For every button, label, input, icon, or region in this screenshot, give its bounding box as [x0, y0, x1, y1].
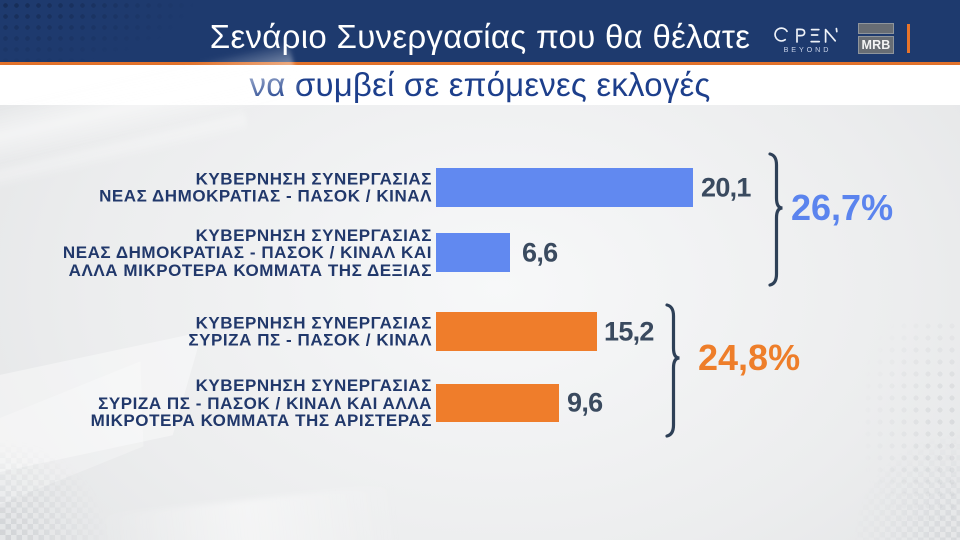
header-band: Σενάριο Συνεργασίας που θα θέλατε	[0, 0, 960, 62]
bar-label-line: ΜΙΚΡΟΤΕΡΑ ΚΟΜΜΑΤΑ ΤΗΣ ΑΡΙΣΤΕΡΑΣ	[90, 410, 432, 430]
group-percent-label: 24,8%	[698, 337, 801, 378]
bar-value-label: 6,6	[522, 237, 558, 267]
bar-label-line: ΣΥΡΙΖΑ ΠΣ - ΠΑΣΟΚ / ΚΙΝΑΛ ΚΑΙ ΑΛΛΑ	[98, 393, 432, 413]
open-tv-logo: BEYOND	[774, 27, 838, 55]
group-percent-label: 26,7%	[791, 186, 894, 228]
orange-tick-mark	[907, 24, 910, 53]
page-title: Σενάριο Συνεργασίας που θα θέλατε	[209, 17, 751, 55]
page-subtitle: να συμβεί σε επόμενες εκλογές	[249, 66, 711, 103]
background-dotgrid	[850, 320, 960, 520]
bar-label: ΚΥΒΕΡΝΗΣΗ ΣΥΝΕΡΓΑΣΙΑΣ ΣΥΡΙΖΑ ΠΣ - ΠΑΣΟΚ /…	[0, 314, 432, 349]
bar	[436, 312, 597, 351]
bar-label-line: ΝΕΑΣ ΔΗΜΟΚΡΑΤΙΑΣ - ΠΑΣΟΚ / ΚΙΝΑΛ	[99, 186, 432, 206]
open-logo-tagline: BEYOND	[783, 45, 832, 54]
bar-label-line: ΣΥΡΙΖΑ ΠΣ - ΠΑΣΟΚ / ΚΙΝΑΛ	[188, 330, 432, 350]
chart-area: ΚΥΒΕΡΝΗΣΗ ΣΥΝΕΡΓΑΣΙΑΣ ΝΕΑΣ ΔΗΜΟΚΡΑΤΙΑΣ - …	[0, 40, 960, 540]
bar-value-label: 20,1	[701, 172, 751, 202]
orange-divider	[0, 62, 960, 65]
bar	[436, 384, 559, 422]
header-dots-pattern	[0, 0, 260, 62]
bar-label-line: ΚΥΒΕΡΝΗΣΗ ΣΥΝΕΡΓΑΣΙΑΣ	[195, 225, 432, 245]
mrb-logo: MRB	[858, 23, 894, 54]
bar-label-line: ΚΥΒΕΡΝΗΣΗ ΣΥΝΕΡΓΑΣΙΑΣ	[195, 169, 432, 188]
background-mosaic	[830, 400, 960, 540]
bar-label-line: ΝΕΑΣ ΔΗΜΟΚΡΑΤΙΑΣ - ΠΑΣΟΚ / ΚΙΝΑΛ ΚΑΙ	[62, 242, 432, 262]
background-mosaic	[0, 425, 150, 540]
bar-label: ΚΥΒΕΡΝΗΣΗ ΣΥΝΕΡΓΑΣΙΑΣ ΣΥΡΙΖΑ ΠΣ - ΠΑΣΟΚ /…	[0, 377, 432, 430]
bar	[436, 233, 510, 272]
bar-label: ΚΥΒΕΡΝΗΣΗ ΣΥΝΕΡΓΑΣΙΑΣ ΝΕΑΣ ΔΗΜΟΚΡΑΤΙΑΣ - …	[0, 170, 432, 205]
bar-label-line: ΚΥΒΕΡΝΗΣΗ ΣΥΝΕΡΓΑΣΙΑΣ	[195, 313, 432, 332]
open-logo-icon	[774, 27, 838, 43]
group-brace	[665, 303, 680, 438]
mrb-logo-top-box	[858, 23, 894, 34]
bar	[436, 168, 693, 207]
bar-label-line: ΑΛΛΑ ΜΙΚΡΟΤΕΡΑ ΚΟΜΜΑΤΑ ΤΗΣ ΔΕΞΙΑΣ	[68, 260, 432, 280]
bar-value-label: 15,2	[604, 316, 654, 346]
mrb-logo-text: MRB	[858, 36, 894, 54]
group-brace	[768, 152, 783, 287]
bar-value-label: 9,6	[567, 387, 603, 418]
bar-label-line: ΚΥΒΕΡΝΗΣΗ ΣΥΝΕΡΓΑΣΙΑΣ	[195, 375, 432, 395]
bar-label: ΚΥΒΕΡΝΗΣΗ ΣΥΝΕΡΓΑΣΙΑΣ ΝΕΑΣ ΔΗΜΟΚΡΑΤΙΑΣ - …	[0, 226, 432, 279]
